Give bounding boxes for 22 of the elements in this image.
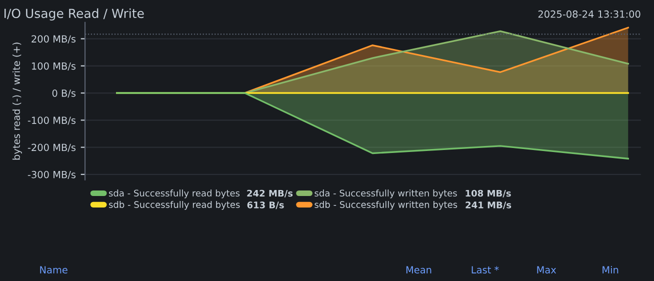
text: Name: [40, 266, 68, 274]
y-tick-label: -300 MB/s: [28, 170, 76, 180]
legend-label: sda - Successfully written bytes: [314, 190, 457, 198]
text: 242 MB/s: [247, 190, 293, 198]
legend-label: sdb - Successfully written bytes: [314, 200, 458, 210]
legend-label: sda - Successfully read bytes: [108, 190, 240, 198]
y-tick-label: -200 MB/s: [28, 144, 76, 152]
legend-label: sdb - Successfully read bytes: [108, 200, 240, 210]
text: Last *: [472, 266, 499, 274]
text: 2025-08-24 13:31:00: [538, 10, 640, 18]
y-axis-title: bytes read (-) / write (+): [12, 42, 22, 160]
text: Max: [537, 266, 556, 274]
text: 108 MB/s: [466, 190, 511, 198]
text: 613 B/s: [247, 202, 284, 210]
y-tick-label: 200 MB/s: [32, 35, 76, 44]
y-tick-label: -100 MB/s: [28, 116, 76, 125]
text: Mean: [406, 266, 432, 274]
text: Min: [602, 266, 618, 274]
chart-title: I/O Usage Read / Write: [4, 8, 144, 21]
y-tick-label: 100 MB/s: [32, 62, 76, 70]
y-tick-label: 0 B/s: [52, 90, 76, 98]
text: 241 MB/s: [466, 202, 512, 210]
